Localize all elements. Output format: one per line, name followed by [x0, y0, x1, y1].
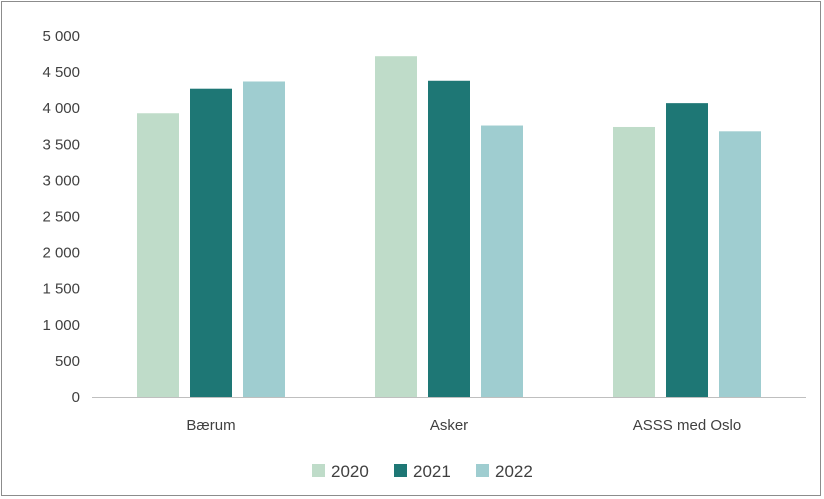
x-tick-label: ASSS med Oslo: [633, 417, 741, 434]
bar-2021-1: [190, 88, 232, 398]
legend-swatch-2020: [312, 464, 325, 477]
legend-label-2022: 2022: [495, 462, 533, 481]
bar-2020-1: [137, 113, 179, 397]
x-tick-label: Asker: [430, 417, 468, 434]
y-tick-label: 3 500: [42, 136, 80, 153]
y-tick-label: 5 000: [42, 28, 80, 45]
x-tick-label: Bærum: [186, 417, 235, 434]
y-axis-ticks: 0 500 1 000 1 500 2 000 2 500 3 000 3 500 4 000 4…: [42, 28, 80, 406]
bar-2020-3: [613, 126, 655, 398]
legend-label-2021: 2021: [413, 462, 451, 481]
y-tick-label: 3 000: [42, 172, 80, 189]
bar-2022-2: [481, 125, 523, 397]
bar-2022-1: [243, 81, 285, 398]
y-tick-label: 0: [72, 389, 80, 406]
bar-2021-3: [666, 103, 708, 398]
y-tick-label: 2 500: [42, 209, 80, 226]
legend-swatch-2022: [476, 464, 489, 477]
legend-label-2020: 2020: [331, 462, 369, 481]
legend: 2020 2021 2022: [312, 462, 533, 481]
y-tick-label: 4 500: [42, 64, 80, 81]
y-tick-label: 1 500: [42, 281, 80, 298]
bars: [137, 56, 761, 398]
y-tick-label: 4 000: [42, 100, 80, 117]
y-tick-label: 1 000: [42, 317, 80, 334]
y-tick-label: 500: [55, 353, 80, 370]
bar-2020-2: [375, 56, 417, 397]
bar-2022-3: [719, 131, 761, 397]
bar-2021-2: [428, 80, 470, 397]
x-axis-labels: Bærum Asker ASSS med Oslo: [186, 417, 741, 434]
legend-swatch-2021: [394, 464, 407, 477]
y-tick-label: 2 000: [42, 245, 80, 262]
